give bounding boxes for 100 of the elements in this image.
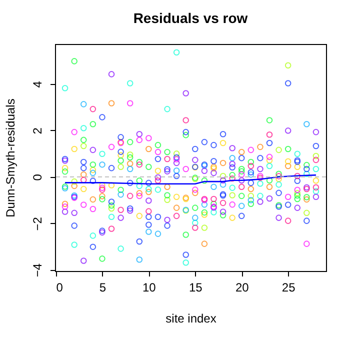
- point: [164, 184, 170, 190]
- point: [192, 156, 198, 164]
- point: [284, 80, 292, 86]
- point: [182, 90, 189, 96]
- point: [126, 151, 134, 158]
- point: [210, 200, 217, 207]
- point: [154, 186, 162, 193]
- point: [229, 164, 236, 171]
- point: [210, 184, 217, 190]
- point: [108, 164, 115, 172]
- point: [192, 186, 198, 193]
- x-tick-label: 0: [56, 280, 64, 294]
- point: [99, 193, 106, 200]
- point: [90, 244, 96, 250]
- point: [248, 158, 254, 166]
- point: [192, 190, 198, 196]
- point: [90, 166, 96, 174]
- point: [90, 106, 96, 112]
- point: [126, 154, 134, 161]
- point: [284, 146, 292, 152]
- point: [210, 142, 217, 148]
- point: [266, 140, 273, 146]
- point: [220, 212, 226, 218]
- point: [220, 131, 226, 138]
- point: [229, 160, 236, 168]
- point: [118, 191, 124, 198]
- point: [118, 134, 124, 140]
- x-tick-label: 15: [188, 280, 203, 294]
- point: [238, 192, 245, 200]
- point: [312, 128, 320, 136]
- point: [192, 220, 198, 226]
- point: [201, 168, 208, 174]
- point: [118, 214, 124, 221]
- point: [136, 177, 143, 184]
- point: [294, 192, 301, 199]
- point: [99, 150, 106, 158]
- point: [173, 194, 180, 200]
- point: [238, 154, 245, 162]
- point: [71, 242, 78, 248]
- point: [154, 230, 162, 237]
- point: [257, 198, 264, 205]
- point: [164, 148, 170, 156]
- point: [164, 192, 170, 198]
- point: [80, 101, 87, 108]
- point: [284, 218, 292, 224]
- point: [146, 188, 152, 196]
- point: [164, 106, 170, 112]
- point: [248, 169, 254, 176]
- point: [182, 252, 189, 258]
- point: [266, 131, 273, 138]
- point: [90, 161, 96, 168]
- point: [312, 194, 320, 200]
- point: [276, 181, 282, 188]
- point: [238, 166, 245, 172]
- point: [62, 85, 68, 92]
- point: [99, 196, 106, 202]
- point: [248, 146, 254, 154]
- point: [80, 176, 87, 184]
- point: [238, 184, 245, 190]
- point: [304, 194, 310, 200]
- point: [276, 146, 282, 154]
- point: [304, 218, 310, 224]
- point: [266, 157, 273, 164]
- point: [276, 176, 282, 182]
- point: [90, 170, 96, 176]
- point: [229, 184, 236, 191]
- point: [220, 200, 226, 206]
- point: [90, 196, 96, 203]
- point: [99, 114, 106, 120]
- point: [201, 212, 208, 218]
- point: [154, 156, 162, 162]
- point: [210, 196, 217, 202]
- point: [136, 158, 143, 166]
- point: [238, 177, 245, 184]
- point: [229, 175, 236, 182]
- point: [220, 177, 226, 184]
- point: [182, 117, 189, 124]
- point: [118, 152, 124, 158]
- point: [62, 204, 68, 210]
- point: [154, 142, 162, 148]
- point: [257, 192, 264, 200]
- point: [126, 80, 134, 86]
- point: [312, 184, 320, 190]
- y-tick-label: 4: [30, 80, 44, 88]
- point: [126, 160, 134, 167]
- point: [154, 174, 162, 181]
- point: [201, 138, 208, 146]
- point: [173, 49, 180, 56]
- point: [201, 240, 208, 247]
- point: [220, 172, 226, 180]
- point: [71, 178, 78, 185]
- point: [257, 144, 264, 150]
- point: [210, 209, 217, 216]
- point: [304, 121, 310, 128]
- point: [71, 210, 78, 216]
- point: [312, 142, 320, 150]
- point: [118, 148, 124, 155]
- point: [284, 162, 292, 170]
- point: [136, 256, 143, 263]
- point: [136, 131, 143, 138]
